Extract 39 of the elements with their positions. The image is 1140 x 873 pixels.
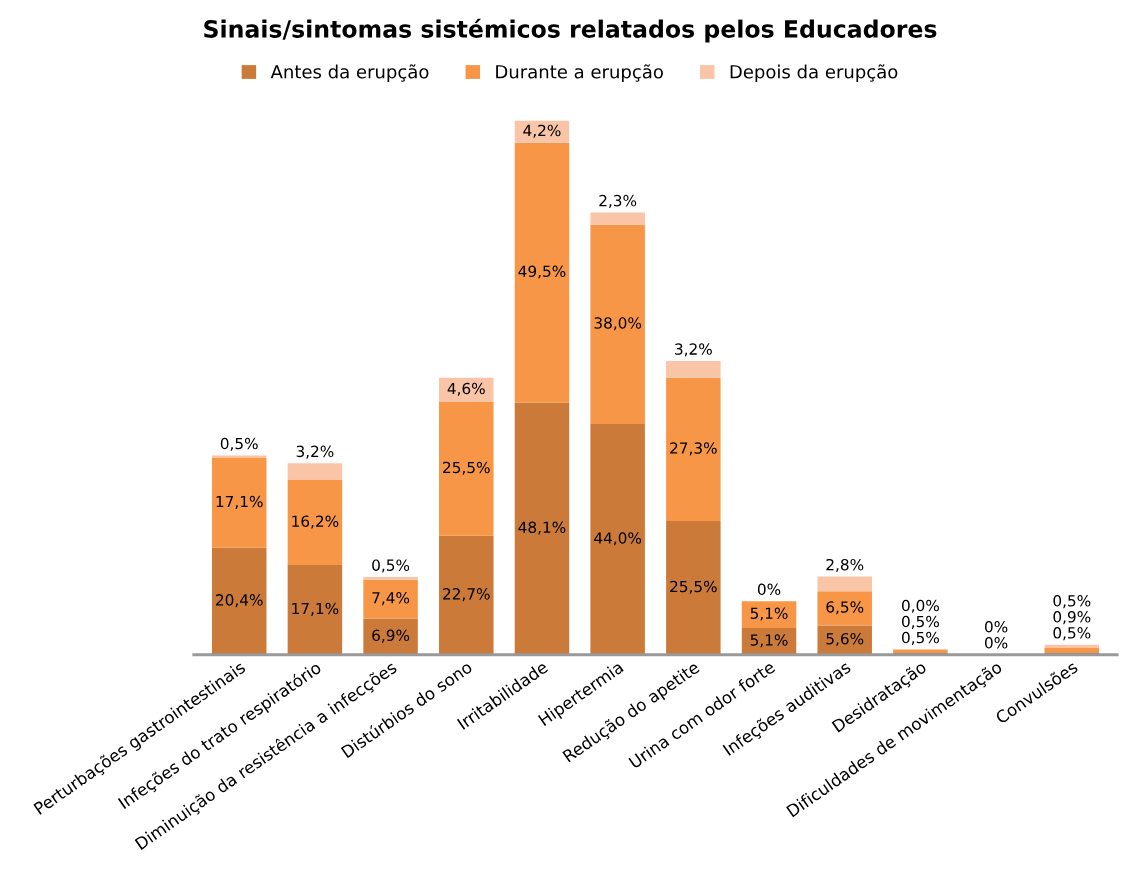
data-label: 7,4% xyxy=(372,592,410,606)
data-label: 25,5% xyxy=(670,580,717,594)
data-label: 6,9% xyxy=(372,629,410,643)
data-label: 16,2% xyxy=(292,515,339,529)
data-label: 0% xyxy=(757,583,781,596)
data-label: 17,1% xyxy=(292,602,339,616)
data-label: 3,2% xyxy=(675,343,712,357)
data-label: 44,0% xyxy=(594,532,642,546)
data-label: 0% xyxy=(984,637,1008,649)
data-label: 38,0% xyxy=(594,317,642,331)
data-label: 4,2% xyxy=(523,124,561,138)
data-label: 4,6% xyxy=(447,382,485,396)
data-label: 20,4% xyxy=(216,594,263,608)
data-label: 3,2% xyxy=(296,445,334,459)
legend-label: Antes da erupção xyxy=(270,64,429,83)
data-label: 2,8% xyxy=(826,558,864,572)
data-label: 0,5% xyxy=(220,437,258,451)
data-label: 0,5% xyxy=(1053,627,1091,641)
legend-label: Depois da erupção xyxy=(730,64,898,83)
data-label: 48,1% xyxy=(518,521,566,535)
data-label: 0,5% xyxy=(372,559,410,573)
data-label: 17,1% xyxy=(216,495,263,509)
legend-label: Durante a erupção xyxy=(496,64,663,83)
data-label: 22,7% xyxy=(443,588,490,602)
data-label: 6,5% xyxy=(826,601,864,615)
data-label: 5,1% xyxy=(750,634,788,648)
data-label: 0,0% xyxy=(902,599,939,613)
data-label: 0,5% xyxy=(1053,595,1091,609)
data-label: 0,5% xyxy=(902,615,939,629)
data-label: 27,3% xyxy=(670,442,717,456)
data-label: 25,5% xyxy=(443,461,490,475)
chart-title: Sinais/sintomas sistémicos relatados pelos Educadores xyxy=(204,18,937,43)
data-label: 5,6% xyxy=(826,632,864,647)
data-label: 2,3% xyxy=(599,194,637,208)
data-label: 49,5% xyxy=(518,265,566,279)
data-label: 0% xyxy=(984,621,1008,633)
data-label: 0,9% xyxy=(1053,611,1091,625)
data-label: 5,1% xyxy=(750,607,788,621)
data-label: 0,5% xyxy=(902,631,939,645)
